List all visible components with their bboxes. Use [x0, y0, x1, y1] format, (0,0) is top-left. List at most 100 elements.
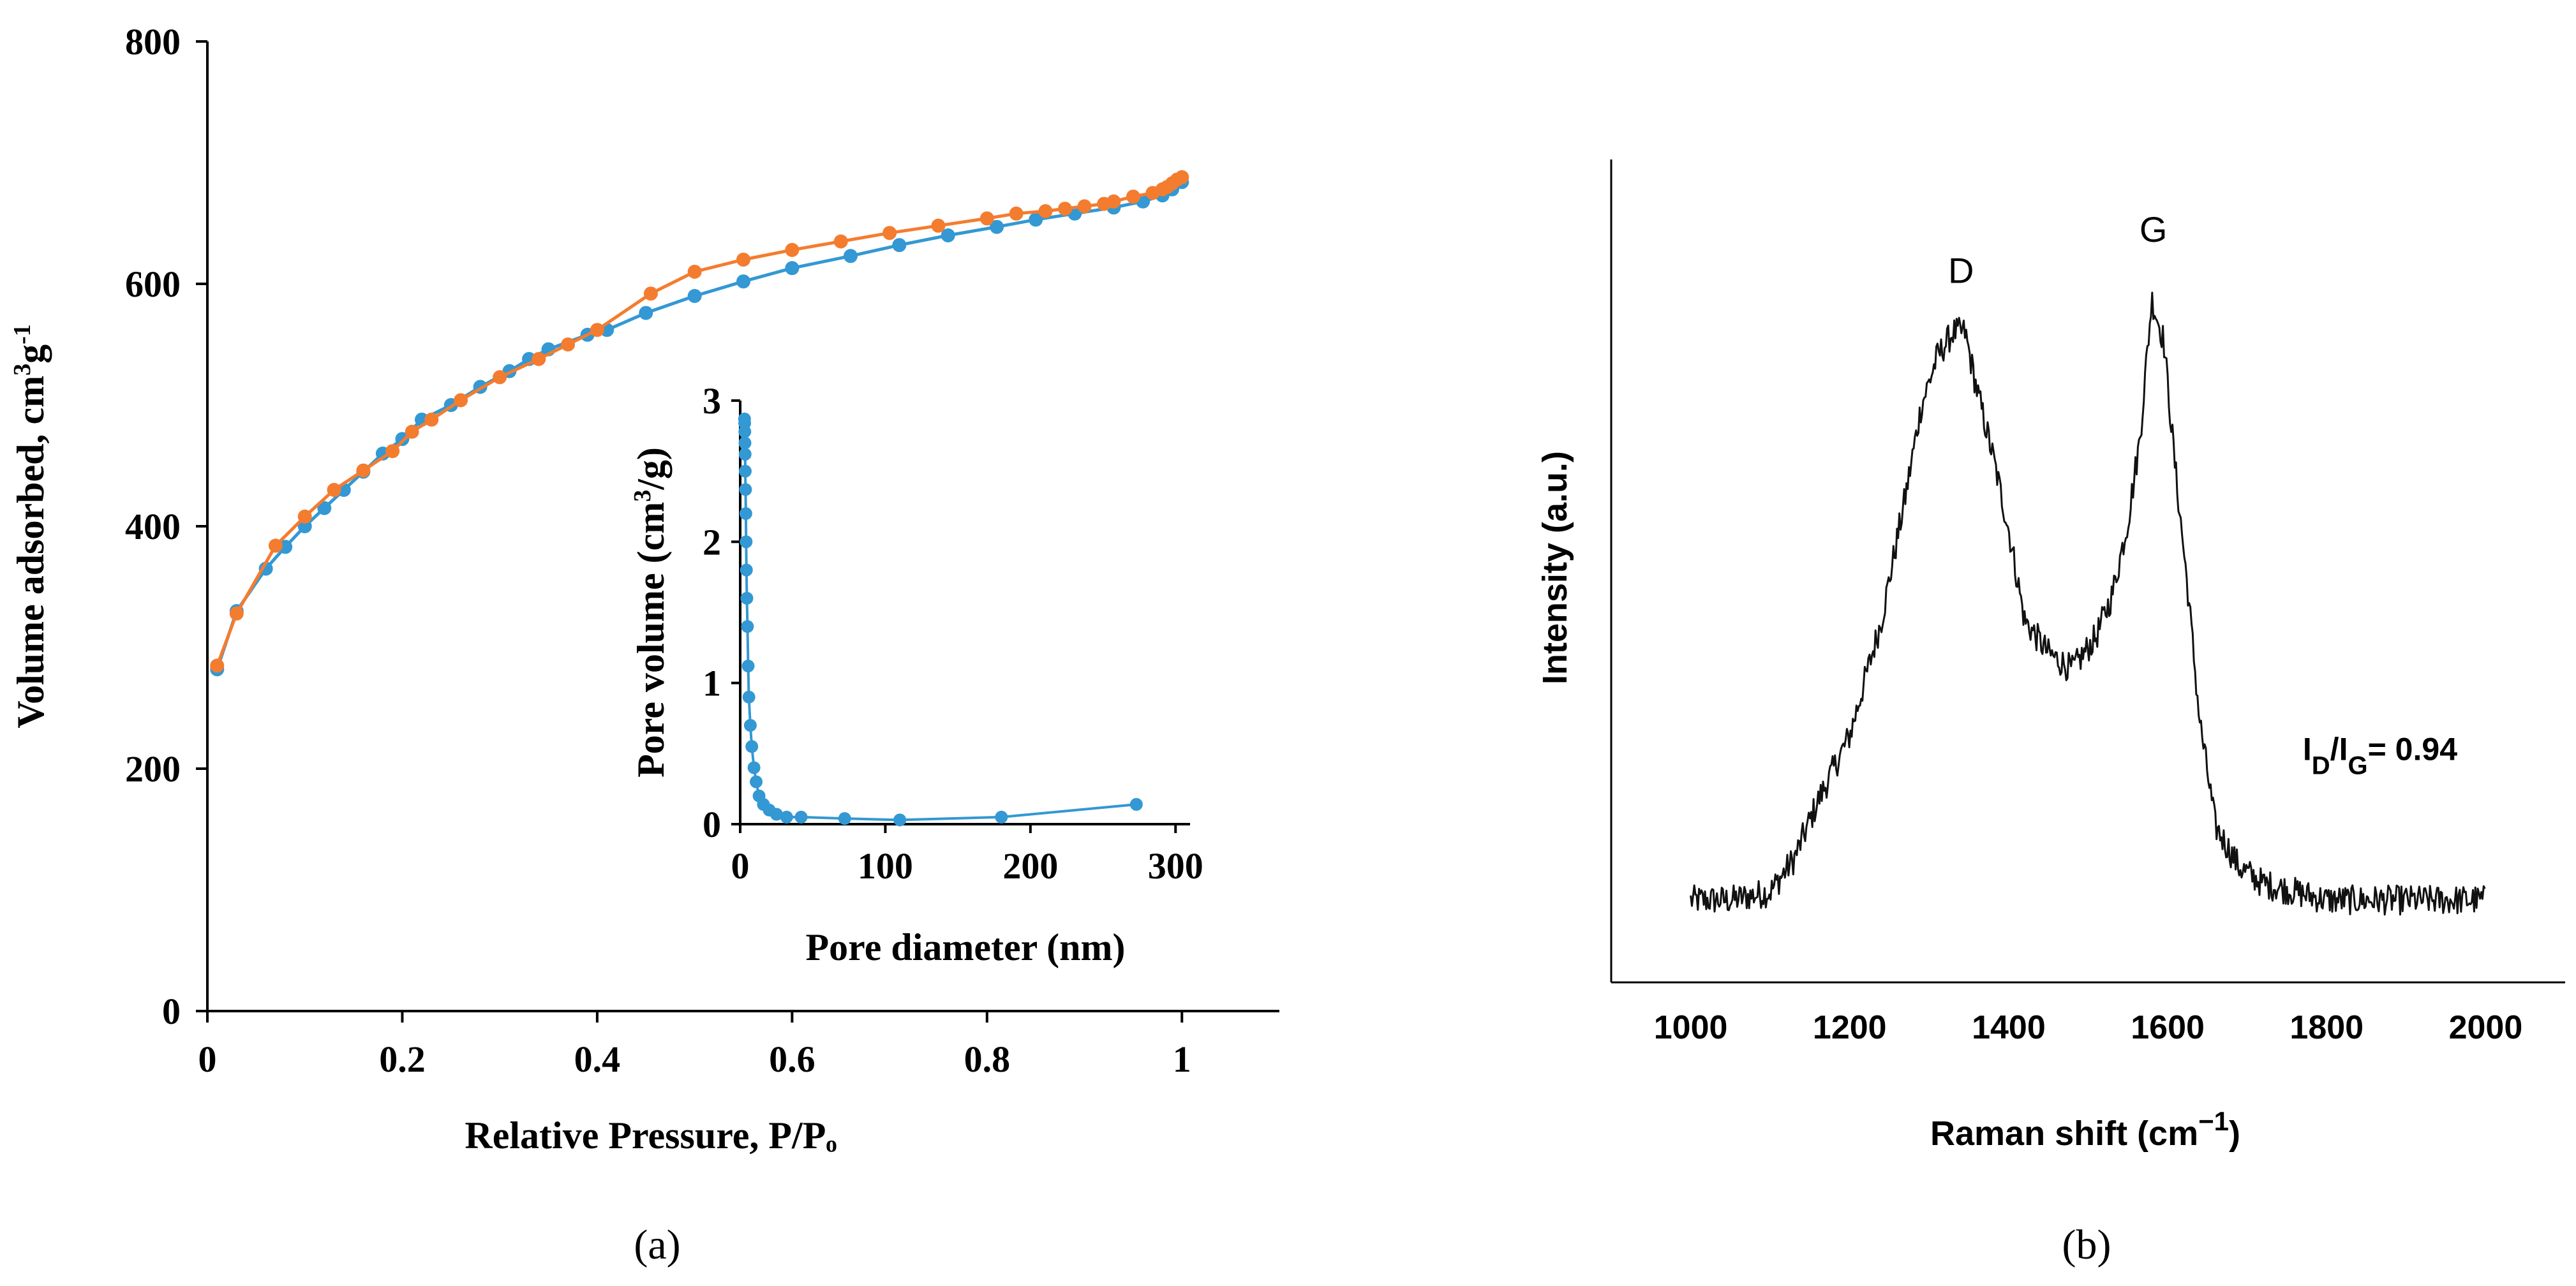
inset-point [738, 464, 752, 478]
panel-b-x-tick-label: 1000 [1654, 1009, 1728, 1046]
panel-a-label: (a) [634, 1222, 680, 1268]
panel-a-point-adsorption [1106, 194, 1121, 209]
panel-a-series [210, 170, 1189, 677]
panel-a-y-tick-label: 0 [162, 991, 181, 1032]
panel-a-x-tick-label: 0 [198, 1038, 217, 1080]
inset-y-tick-label: 3 [703, 380, 721, 422]
panel-b: 1000 1200 1400 1600 1800 2000 D G ID/IG= 0.94 R… [1536, 159, 2565, 1268]
panel-a-point-adsorption [1126, 189, 1140, 204]
inset-point [740, 591, 754, 605]
panel-a-y-tick-label: 400 [125, 506, 181, 547]
inset-x-tick-label: 0 [731, 845, 750, 887]
inset-x-tick-label: 300 [1148, 845, 1203, 887]
inset-point [738, 448, 752, 461]
panel-a-point-adsorption [1038, 204, 1053, 218]
panel-b-x-label: Raman shift (cm−1) [1930, 1106, 2240, 1153]
panel-a-point-adsorption [736, 253, 750, 267]
panel-a-x-tick-label: 0.8 [964, 1038, 1011, 1080]
panel-a-point-adsorption [785, 242, 800, 257]
panel-b-series [1690, 292, 2486, 916]
panel-a-point-adsorption [1009, 206, 1024, 221]
inset-point [738, 425, 752, 438]
panel-a-point-adsorption [385, 444, 400, 459]
panel-b-x-tick-label: 1800 [2289, 1009, 2364, 1046]
panel-a-point-adsorption [931, 218, 946, 233]
inset-point [770, 808, 783, 821]
panel-b-label: (b) [2062, 1222, 2111, 1268]
panel-a-point-adsorption [327, 483, 341, 497]
panel-a-point-desorption [317, 501, 332, 515]
panel-a-point-desorption [297, 519, 312, 533]
panel-a-point-desorption [785, 261, 800, 276]
panel-a-y-tick-label: 200 [125, 748, 181, 790]
panel-a-point-desorption [1029, 212, 1043, 227]
inset-series-line [743, 418, 1137, 822]
panel-b-x-tick-label: 1600 [2131, 1009, 2205, 1046]
panel-a-point-desorption [941, 228, 955, 242]
inset-point [742, 690, 756, 704]
id-ig-ratio: ID/IG= 0.94 [2303, 732, 2457, 780]
inset-point [838, 812, 851, 825]
panel-a-point-adsorption [1077, 199, 1092, 214]
raman-spectrum-line [1690, 292, 2486, 916]
panel-a-point-adsorption [1175, 170, 1189, 184]
inset-ticks: 0 1 2 3 0 100 200 300 [703, 380, 1203, 887]
panel-b-annotations: D G ID/IG= 0.94 [1948, 209, 2457, 780]
inset-x-label: Pore diameter (nm) [806, 926, 1126, 968]
panel-b-ticks: 1000 1200 1400 1600 1800 2000 [1654, 1009, 2523, 1046]
panel-a-point-desorption [990, 219, 1004, 234]
panel-a-point-adsorption [268, 538, 283, 553]
panel-a-y-label: Volume adsorbed, cm3g-1 [9, 324, 52, 728]
inset-point [741, 620, 754, 633]
panel-b-y-label: Intensity (a.u.) [1536, 451, 1574, 684]
inset-point [893, 813, 907, 827]
inset-point [740, 563, 753, 577]
panel-a-x-tick-label: 0.2 [379, 1038, 426, 1080]
panel-a-point-adsorption [210, 658, 225, 673]
panel-b-x-tick-label: 1400 [1972, 1009, 2046, 1046]
panel-b-x-tick-label: 1200 [1813, 1009, 1887, 1046]
panel-a-point-adsorption [532, 351, 546, 366]
inset-y-tick-label: 0 [703, 804, 721, 845]
panel-a-point-adsorption [590, 323, 604, 337]
panel-a-point-adsorption [493, 370, 507, 385]
inset-y-label: Pore volume (cm3/g) [629, 447, 672, 778]
panel-a-point-adsorption [979, 211, 994, 226]
panel-a-point-desorption [258, 561, 273, 576]
inset-point [738, 436, 752, 450]
inset-point [740, 535, 753, 549]
panel-a-point-adsorption [561, 337, 576, 351]
panel-a-y-tick-label: 600 [125, 263, 181, 305]
inset-point [794, 810, 808, 824]
inset-point [745, 740, 759, 753]
peak-label-D: D [1948, 251, 1974, 291]
inset-y-tick-label: 1 [703, 663, 721, 704]
panel-a-point-desorption [844, 249, 858, 263]
panel-a-point-adsorption [454, 393, 468, 408]
inset-point [741, 660, 755, 673]
panel-a-series-line-desorption [215, 181, 1183, 670]
inset-y-tick-label: 2 [703, 521, 721, 563]
inset-point [743, 719, 757, 732]
inset-point [739, 483, 752, 496]
panel-a-point-adsorption [687, 265, 702, 279]
inset-x-tick-label: 100 [858, 845, 913, 887]
panel-a-point-adsorption [1058, 202, 1072, 216]
panel-a-point-desorption [639, 306, 653, 320]
inset-point [995, 810, 1008, 824]
panel-a-point-desorption [736, 274, 750, 289]
panel-a-point-adsorption [833, 234, 848, 249]
panel-a-point-adsorption [424, 412, 439, 427]
inset-point [780, 810, 793, 824]
panel-a-point-adsorption [405, 424, 419, 439]
panel-a-point-desorption [892, 238, 907, 253]
inset-chart: 0 1 2 3 0 100 200 300 Pore diameter (nm) Pore v… [629, 380, 1203, 968]
panel-a-point-adsorption [882, 226, 897, 240]
inset-series [738, 412, 1143, 827]
panel-a-point-desorption [687, 289, 702, 303]
peak-label-G: G [2140, 209, 2168, 249]
panel-a-point-adsorption [356, 463, 371, 478]
panel-a: 0 200 400 600 800 0 0.2 0.4 0.6 0.8 1 0 1 2 3 0 100 200 3… [9, 21, 1279, 1268]
